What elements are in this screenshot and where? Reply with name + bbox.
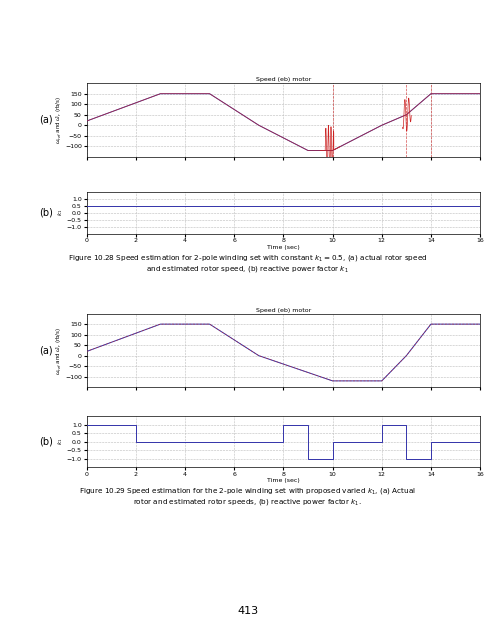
Text: Figure 10.28 Speed estimation for 2-pole winding set with constant $k_1 = 0.5$, : Figure 10.28 Speed estimation for 2-pole… [68, 253, 427, 263]
Y-axis label: $\omega_{ref}$ and $\hat{\omega}_{r}$ (rb/s): $\omega_{ref}$ and $\hat{\omega}_{r}$ (r… [54, 326, 63, 374]
Text: and estimated rotor speed, (b) reactive power factor $k_1$: and estimated rotor speed, (b) reactive … [146, 264, 349, 274]
Y-axis label: $k_1$: $k_1$ [56, 438, 65, 445]
X-axis label: Time (sec): Time (sec) [267, 479, 300, 483]
Y-axis label: $k_1$: $k_1$ [56, 209, 65, 216]
Text: Figure 10.29 Speed estimation for the 2-pole winding set with proposed varied $k: Figure 10.29 Speed estimation for the 2-… [79, 486, 416, 497]
Title: Speed (eb) motor: Speed (eb) motor [256, 77, 311, 82]
Text: (a): (a) [40, 115, 53, 125]
Text: (b): (b) [40, 208, 53, 218]
Text: 413: 413 [237, 606, 258, 616]
X-axis label: Time (sec): Time (sec) [267, 245, 300, 250]
Text: (b): (b) [40, 436, 53, 447]
Text: (a): (a) [40, 346, 53, 355]
Text: rotor and estimated rotor speeds, (b) reactive power factor $k_1$.: rotor and estimated rotor speeds, (b) re… [133, 497, 362, 508]
Y-axis label: $\omega_{ref}$ and $\hat{\omega}_{r}$ (rb/s): $\omega_{ref}$ and $\hat{\omega}_{r}$ (r… [54, 96, 63, 144]
Title: Speed (eb) motor: Speed (eb) motor [256, 307, 311, 312]
